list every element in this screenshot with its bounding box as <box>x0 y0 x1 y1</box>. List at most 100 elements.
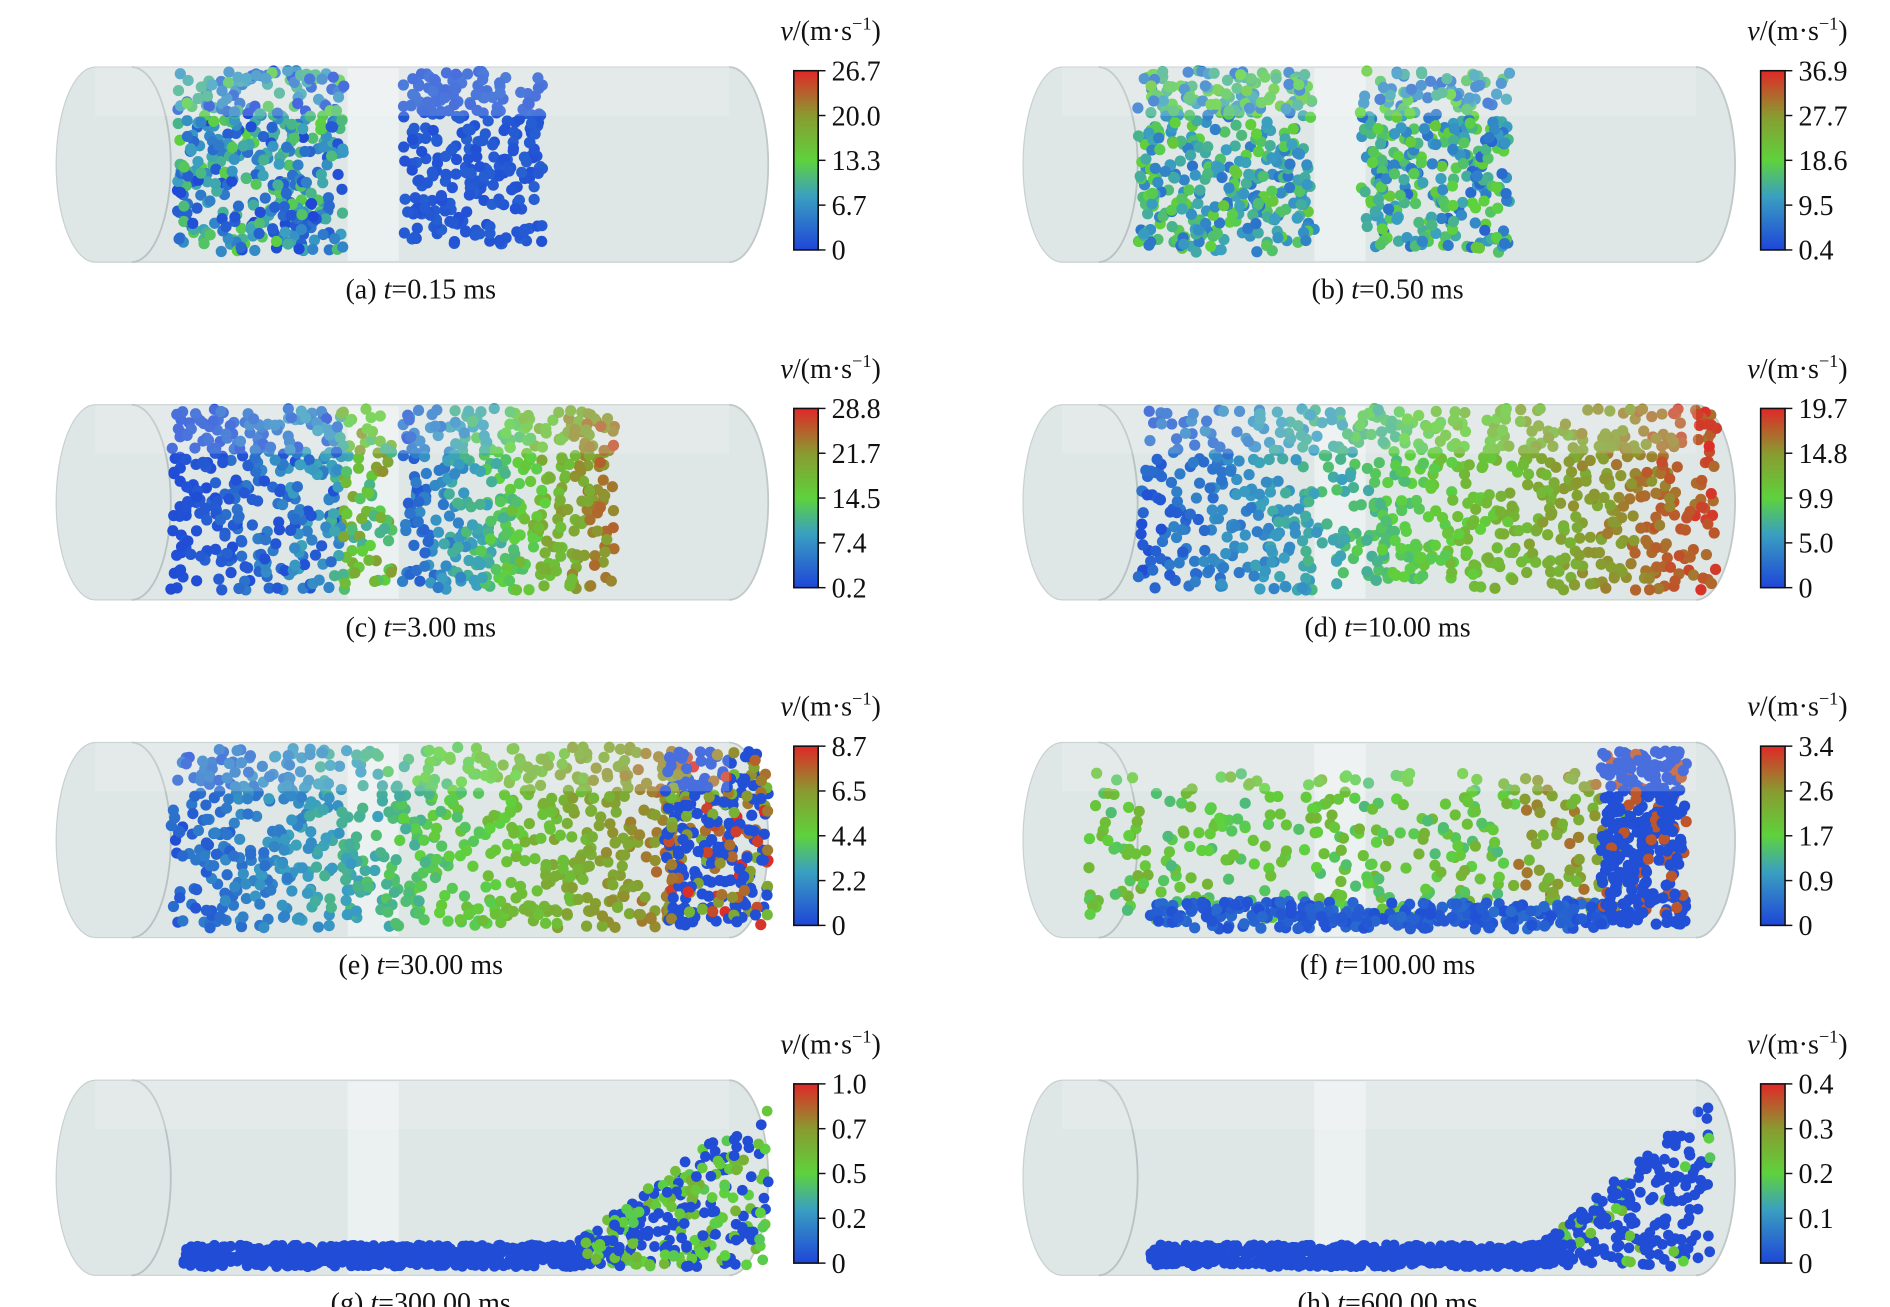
particle <box>497 512 509 524</box>
particle <box>377 465 389 478</box>
particle <box>518 225 530 237</box>
particle <box>529 128 541 140</box>
particle <box>337 143 349 155</box>
particle <box>506 821 518 834</box>
particle <box>274 485 286 498</box>
particle <box>296 209 308 221</box>
particle <box>604 791 616 803</box>
particle <box>1252 197 1264 210</box>
particle <box>1199 544 1211 557</box>
particle <box>181 114 193 127</box>
particle <box>1248 858 1260 870</box>
particle <box>1468 580 1481 592</box>
particle <box>167 525 179 537</box>
particle <box>682 886 694 898</box>
particle <box>707 905 719 918</box>
particle <box>337 241 349 253</box>
particle <box>258 846 270 859</box>
particle <box>185 548 197 560</box>
particle <box>607 504 620 517</box>
particle <box>482 870 494 882</box>
particle <box>1347 896 1359 909</box>
particle <box>691 807 703 820</box>
particle <box>502 838 514 850</box>
particle <box>267 140 279 152</box>
particle <box>328 570 341 582</box>
particle <box>1447 494 1459 506</box>
particle <box>370 829 382 842</box>
particle <box>1268 583 1280 595</box>
colorbar-close: ) <box>1838 16 1847 47</box>
particle <box>192 92 204 105</box>
particle <box>1266 152 1278 164</box>
particle <box>258 154 270 166</box>
colorbar-tick-label: 2.2 <box>832 866 867 897</box>
particle <box>278 844 290 856</box>
particle <box>1121 904 1134 916</box>
particle <box>406 164 418 176</box>
particle <box>226 141 238 154</box>
particle <box>446 182 458 194</box>
particle <box>1186 160 1199 172</box>
particle <box>1534 806 1546 819</box>
particle <box>1185 801 1197 813</box>
particle <box>1708 460 1720 472</box>
particle <box>1501 797 1513 810</box>
particle <box>1293 823 1305 835</box>
particle <box>605 575 617 587</box>
particle <box>515 86 527 99</box>
particle <box>1300 791 1312 803</box>
caption-space <box>1344 275 1351 306</box>
particle <box>1225 465 1237 477</box>
particle <box>1508 879 1520 892</box>
particle <box>518 513 531 525</box>
colorbar-label: v/(m·s−1) <box>780 351 880 385</box>
particle <box>216 584 228 596</box>
particle <box>316 540 328 552</box>
particle <box>1627 510 1639 522</box>
particle <box>1200 217 1212 230</box>
particle <box>318 141 330 153</box>
particle <box>336 817 348 829</box>
particle <box>172 84 185 97</box>
particle <box>480 881 492 893</box>
particle <box>1154 494 1167 506</box>
particle <box>1209 123 1221 136</box>
particle <box>265 884 277 896</box>
particle <box>667 872 679 884</box>
particle <box>726 891 739 903</box>
particle <box>1513 524 1525 537</box>
particle <box>1272 232 1284 244</box>
particle <box>490 107 503 119</box>
particle <box>1207 492 1219 504</box>
particle <box>402 206 414 218</box>
particle <box>1164 506 1176 518</box>
particle <box>1135 528 1147 540</box>
particle <box>325 556 337 568</box>
particle <box>203 100 215 112</box>
particle <box>1295 198 1307 211</box>
particle <box>538 580 550 592</box>
colorbar-tick-label: 9.5 <box>1798 191 1833 222</box>
particle <box>1348 500 1360 512</box>
particle <box>1669 575 1681 587</box>
particle <box>1262 818 1275 830</box>
particle <box>1446 567 1458 579</box>
particle <box>525 117 538 129</box>
particle <box>190 902 202 914</box>
particle <box>1704 419 1716 431</box>
particle <box>1132 130 1145 142</box>
particle <box>1266 245 1278 257</box>
particle <box>439 92 451 104</box>
particle <box>1478 195 1490 207</box>
particle <box>1374 498 1386 510</box>
particle <box>356 545 369 557</box>
particle <box>493 193 505 205</box>
particle <box>683 906 696 918</box>
particle <box>1440 549 1452 561</box>
particle <box>219 530 231 542</box>
particle <box>1366 157 1379 169</box>
particle <box>514 556 526 568</box>
colorbar <box>1759 407 1786 589</box>
particle <box>1436 160 1448 172</box>
